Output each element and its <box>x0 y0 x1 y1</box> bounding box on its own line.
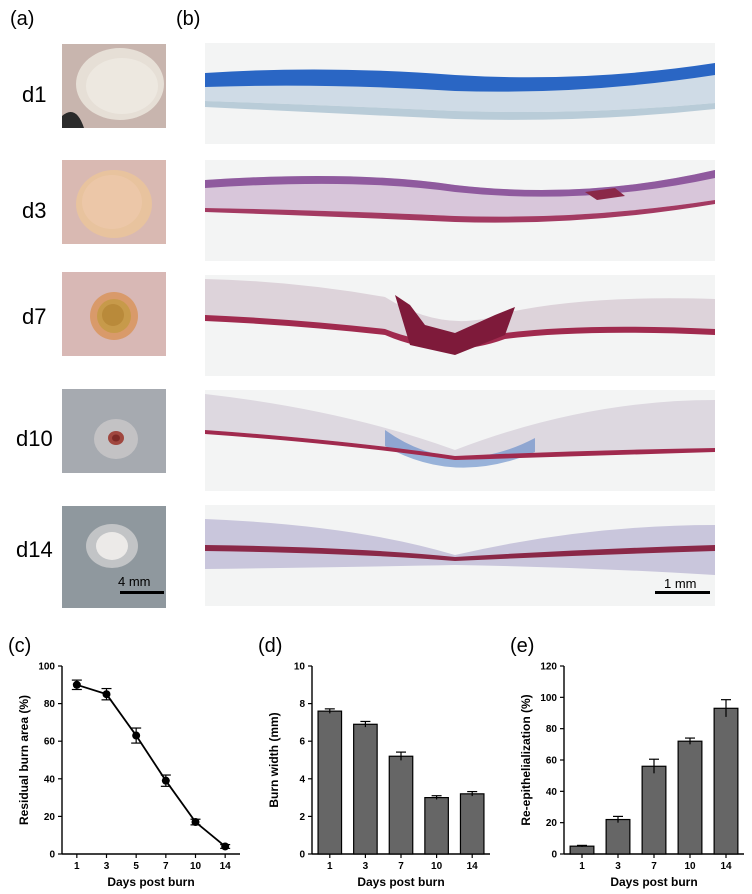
x-tick-label: 10 <box>684 861 696 872</box>
x-axis-title: Days post burn <box>107 875 194 889</box>
y-tick-label: 40 <box>44 774 56 785</box>
day-label-d1: d1 <box>22 82 47 107</box>
y-axis-title: Residual burn area (%) <box>17 695 31 825</box>
x-tick-label: 3 <box>615 861 621 872</box>
wound-photo-d14 <box>62 506 166 608</box>
chart-c-residual-burn-area: (c) 0 20 40 60 80 100 1 3 5 7 10 14 Days post burn Res… <box>8 635 240 889</box>
wound-photo-d10 <box>62 389 166 473</box>
bar <box>569 845 595 855</box>
y-tick-label: 0 <box>551 850 557 861</box>
data-point <box>102 690 111 699</box>
y-tick-label: 8 <box>299 699 305 710</box>
y-tick-label: 80 <box>44 699 56 710</box>
y-tick-label: 100 <box>540 693 557 704</box>
panel-label: (d) <box>258 635 282 657</box>
bar <box>424 797 449 855</box>
x-tick-label: 10 <box>190 861 202 872</box>
x-tick-label: 14 <box>467 861 479 872</box>
data-point <box>132 731 141 740</box>
histology-d1 <box>205 43 715 144</box>
x-tick-label: 1 <box>327 861 333 872</box>
y-tick-label: 4 <box>299 774 305 785</box>
wound-photo-d3 <box>62 160 166 244</box>
x-axis-title: Days post burn <box>610 875 697 889</box>
y-tick-label: 80 <box>546 724 558 735</box>
wound-photo-d1 <box>62 44 166 128</box>
y-axis-title: Burn width (mm) <box>267 712 281 807</box>
data-point <box>72 680 81 689</box>
histology-scalebar-label: 1 mm <box>664 576 697 591</box>
bar <box>641 765 667 855</box>
series-line <box>76 683 226 848</box>
y-tick-label: 6 <box>299 737 305 748</box>
x-tick-label: 1 <box>579 861 585 872</box>
y-tick-label: 0 <box>49 850 55 861</box>
y-tick-label: 60 <box>44 737 56 748</box>
day-label-d14: d14 <box>16 537 53 562</box>
data-point <box>161 776 170 785</box>
bar <box>317 710 343 855</box>
data-point <box>221 842 230 851</box>
y-tick-label: 60 <box>546 756 558 767</box>
histology-d10 <box>205 390 715 491</box>
y-tick-label: 20 <box>44 812 56 823</box>
x-tick-label: 7 <box>398 861 404 872</box>
wound-photo-d7 <box>62 272 166 356</box>
y-tick-label: 40 <box>546 787 558 798</box>
bar <box>459 793 485 855</box>
bar <box>388 755 414 855</box>
panel-label: (c) <box>8 635 31 657</box>
x-tick-label: 14 <box>220 861 232 872</box>
histology-d14 <box>205 505 715 606</box>
y-tick-label: 0 <box>299 850 305 861</box>
day-label-d10: d10 <box>16 426 53 451</box>
x-tick-label: 3 <box>363 861 369 872</box>
y-axis-title: Re-epithelialization (%) <box>519 694 533 825</box>
y-tick-label: 100 <box>38 662 55 673</box>
y-tick-label: 20 <box>546 818 558 829</box>
panel-label: (e) <box>510 635 534 657</box>
y-tick-label: 120 <box>540 662 557 673</box>
day-label-d3: d3 <box>22 198 47 223</box>
y-tick-label: 10 <box>294 662 306 673</box>
x-tick-label: 7 <box>163 861 169 872</box>
y-tick-label: 2 <box>299 812 305 823</box>
x-tick-label: 10 <box>431 861 443 872</box>
x-axis-title: Days post burn <box>357 875 444 889</box>
bar <box>713 707 739 855</box>
panel-label-b: (b) <box>176 8 201 30</box>
x-tick-label: 5 <box>133 861 139 872</box>
x-tick-label: 14 <box>720 861 732 872</box>
x-tick-label: 7 <box>651 861 657 872</box>
panel-label-a: (a) <box>10 8 35 30</box>
day-label-d7: d7 <box>22 304 47 329</box>
photo-scalebar-label: 4 mm <box>118 574 151 589</box>
x-tick-label: 3 <box>104 861 110 872</box>
chart-d-burn-width: (d) 0 2 4 6 8 10 1 3 7 10 14 Days post burn Burn widt… <box>258 635 490 889</box>
bar <box>605 818 631 855</box>
bar <box>677 740 703 855</box>
histology-d7 <box>205 275 715 376</box>
chart-e-re-epithelialization: (e) 0 20 40 60 80 100 120 1 3 7 10 14 Days post burn R… <box>510 635 744 889</box>
data-point <box>191 818 200 827</box>
x-tick-label: 1 <box>74 861 80 872</box>
histology-d3 <box>205 160 715 261</box>
bar <box>353 723 378 855</box>
